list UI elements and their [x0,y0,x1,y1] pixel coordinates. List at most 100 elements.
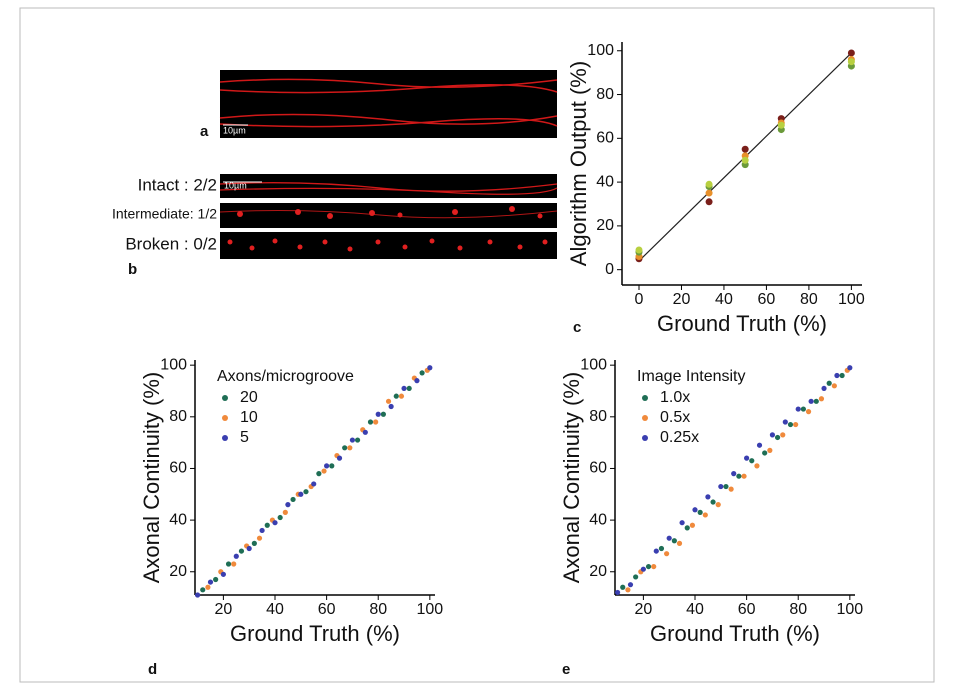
legend-swatch [642,415,648,421]
point [741,156,749,164]
x-tick-label: 80 [800,291,818,308]
point [728,486,734,492]
point [692,507,698,513]
x-axis-label: Ground Truth (%) [650,621,820,646]
y-tick-label: 20 [589,563,607,580]
point [354,437,361,443]
legend-label: 20 [240,389,258,406]
point [194,592,201,598]
point [762,450,768,456]
point [336,455,343,461]
point [414,378,420,384]
point [324,463,330,469]
point [780,432,786,438]
point [633,574,639,580]
x-tick-label: 100 [416,601,443,618]
y-tick-label: 80 [589,408,607,425]
x-tick-label: 80 [369,601,387,618]
x-tick-label: 80 [789,601,807,618]
y-tick-label: 100 [587,42,614,59]
y-axis-label: Axonal Continuity (%) [559,372,584,584]
x-tick-label: 40 [715,291,733,308]
point [321,468,327,474]
legend-label: 10 [240,409,258,426]
legend-title: Image Intensity [637,368,746,385]
point [264,522,270,528]
point [839,372,845,379]
point [367,419,374,425]
point [671,538,677,544]
point [679,520,685,526]
point [625,587,631,593]
y-axis-label: Algorithm Output (%) [566,61,591,266]
point [818,396,825,402]
x-tick-label: 100 [838,291,865,308]
point [373,419,379,425]
point [718,483,724,490]
x-tick-label: 60 [758,291,776,308]
legend-title: Axons/microgroove [217,368,354,385]
point [349,437,356,443]
point [774,434,781,441]
point [645,563,652,570]
point [316,471,322,477]
point [298,491,304,497]
point [731,471,737,477]
y-tick-label: 20 [169,563,187,580]
x-tick-label: 60 [738,601,756,618]
y-tick-label: 60 [169,460,187,477]
point [272,520,278,526]
point [282,509,288,515]
point [362,429,368,435]
point [406,385,412,392]
point [666,535,672,541]
panel-label: b [128,261,137,278]
point [205,584,211,590]
point [614,589,621,596]
micrographs-b [219,174,558,259]
point [658,545,665,552]
y-tick-label: 100 [160,356,187,373]
panel-label: d [148,661,157,678]
point [303,489,309,495]
y-tick-label: 80 [596,86,614,103]
point [311,481,317,487]
legend-swatch [642,435,648,441]
point [793,421,799,428]
point [826,380,832,386]
panel-label: a [200,123,209,140]
legend-swatch [222,395,228,401]
point [684,525,690,531]
y-tick-label: 40 [589,511,607,528]
x-tick-label: 100 [836,601,863,618]
point [813,398,819,404]
point [231,561,237,567]
point [246,545,252,552]
point [705,198,713,206]
legend-label: 5 [240,429,249,446]
point [808,398,814,404]
point [697,509,703,515]
y-tick-label: 100 [580,356,607,373]
point [259,527,265,534]
point [749,458,755,464]
point [419,370,425,376]
point [233,553,239,559]
point [285,502,291,508]
x-tick-label: 20 [673,291,691,308]
legend-swatch [642,395,648,401]
point [705,189,713,197]
point [427,365,433,371]
point [847,49,855,57]
point [398,393,405,399]
point [705,180,713,188]
x-tick-label: 40 [266,601,284,618]
legend-label: 1.0x [660,389,690,406]
scale-bar-label: 10µm [223,125,246,135]
point [200,587,206,593]
point [702,512,708,518]
y-tick-label: 60 [589,460,607,477]
point [689,522,696,528]
point [388,403,394,410]
